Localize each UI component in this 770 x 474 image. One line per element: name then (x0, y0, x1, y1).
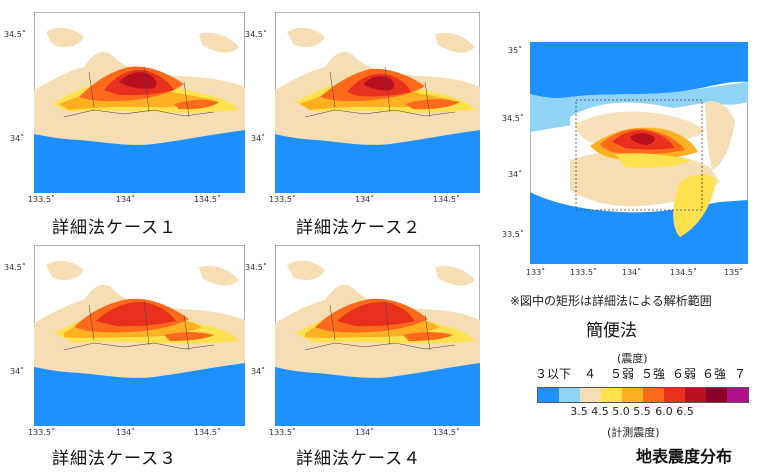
y-tick: 33.5˚ (502, 230, 524, 239)
simple-method-title: 簡便法 (586, 321, 637, 341)
legend-swatch (601, 388, 622, 402)
map-canvas (530, 42, 748, 264)
simple-method-map: 133˚ 133.5˚ 134˚ 134.5˚ 135˚ 35˚ 34.5˚ 3… (502, 42, 748, 277)
caption-case-4: 詳細法ケース４ (296, 449, 422, 469)
caption-case-3: 詳細法ケース３ (52, 449, 178, 469)
x-tick: 134.5˚ (670, 268, 697, 277)
y-tick: 34.5˚ (245, 30, 267, 39)
detailed-map-case-1: 133.5˚ 134˚ 134.5˚ 34.5˚ 34˚ (4, 12, 245, 204)
legend-swatch (580, 388, 601, 402)
legend-swatch (538, 388, 559, 402)
x-tick: 133.5˚ (28, 428, 55, 437)
legend-color-bar (537, 387, 749, 403)
legend-value: 4.5 (591, 405, 609, 418)
legend-value: 5.0 (612, 405, 630, 418)
figure-title: 地表震度分布 (636, 447, 733, 466)
map-canvas (275, 245, 480, 426)
intensity-class-label: ６強 (701, 367, 727, 381)
legend-top-label: (震度) (617, 352, 648, 365)
legend-value: 6.0 (655, 405, 673, 418)
legend-value: 6.5 (676, 405, 694, 418)
legend-swatch (685, 388, 706, 402)
legend-swatch (643, 388, 664, 402)
y-tick: 34.5˚ (4, 263, 26, 272)
legend-swatch (727, 388, 748, 402)
x-tick: 133.5˚ (269, 428, 296, 437)
legend-swatch (622, 388, 643, 402)
y-tick: 34˚ (10, 367, 25, 376)
map-canvas (275, 12, 480, 193)
y-tick: 34˚ (10, 134, 25, 143)
legend-value: 3.5 (570, 405, 588, 418)
legend-bottom-label: (計測震度) (607, 426, 660, 439)
y-tick: 34.5˚ (502, 114, 524, 123)
x-tick: 135˚ (724, 268, 744, 277)
x-tick: 134˚ (355, 195, 375, 204)
intensity-class-label: ６弱 (671, 367, 697, 381)
x-tick: 134.5˚ (433, 195, 460, 204)
x-tick: 134.5˚ (194, 195, 221, 204)
x-tick: 134˚ (116, 195, 136, 204)
x-tick: 134˚ (355, 428, 375, 437)
intensity-class-label: ３以下 (534, 367, 572, 381)
y-tick: 34.5˚ (245, 263, 267, 272)
intensity-class-label: ５強 (640, 367, 666, 381)
y-tick: 34˚ (251, 367, 266, 376)
x-tick: 133.5˚ (570, 268, 597, 277)
legend-value: 5.5 (633, 405, 651, 418)
x-tick: 133˚ (526, 268, 546, 277)
legend-swatch (559, 388, 580, 402)
x-tick: 133.5˚ (28, 195, 55, 204)
y-tick: 34˚ (508, 170, 523, 179)
y-tick: 35˚ (508, 46, 523, 55)
x-tick: 134˚ (622, 268, 642, 277)
intensity-class-label: ４ (583, 367, 597, 381)
analysis-range-note: ※図中の矩形は詳細法による解析範囲 (510, 294, 712, 308)
legend-swatch (664, 388, 685, 402)
x-tick: 134˚ (116, 428, 136, 437)
x-tick: 134.5˚ (433, 428, 460, 437)
intensity-class-label: ５弱 (609, 367, 635, 381)
detailed-map-case-2: 133.5˚ 134˚ 134.5˚ 34.5˚ 34˚ (245, 12, 480, 204)
map-canvas (34, 12, 245, 193)
detailed-map-case-3: 133.5˚ 134˚ 134.5˚ 34.5˚ 34˚ (4, 245, 245, 437)
map-canvas (34, 245, 245, 426)
y-tick: 34˚ (251, 134, 266, 143)
legend-swatch (706, 388, 727, 402)
intensity-class-label: ７ (733, 367, 747, 381)
x-tick: 133.5˚ (269, 195, 296, 204)
y-tick: 34.5˚ (4, 30, 26, 39)
caption-case-2: 詳細法ケース２ (296, 218, 422, 238)
x-tick: 134.5˚ (194, 428, 221, 437)
caption-case-1: 詳細法ケース１ (52, 218, 178, 238)
detailed-map-case-4: 133.5˚ 134˚ 134.5˚ 34.5˚ 34˚ (245, 245, 480, 437)
